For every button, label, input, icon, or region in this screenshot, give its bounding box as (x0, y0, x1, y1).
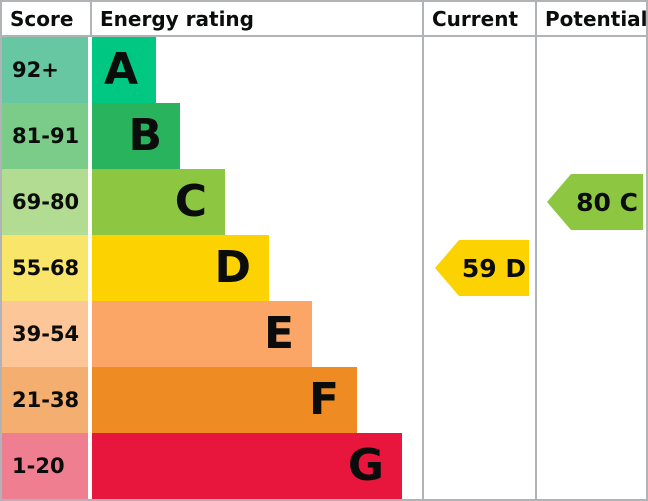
band-row-e: 39-54 E (2, 301, 646, 367)
band-row-d: 55-68 D (2, 235, 646, 301)
potential-column-divider (535, 2, 537, 499)
potential-rating-label: 80 C (576, 187, 638, 217)
band-row-b: 81-91 B (2, 103, 646, 169)
score-range-e: 39-54 (2, 301, 88, 367)
score-range-b: 81-91 (2, 103, 88, 169)
band-bar-f: F (92, 367, 357, 433)
current-column-divider (422, 2, 424, 499)
band-bar-b: B (92, 103, 180, 169)
score-range-g: 1-20 (2, 433, 88, 499)
band-bar-c: C (92, 169, 225, 235)
band-row-f: 21-38 F (2, 367, 646, 433)
band-bar-g: G (92, 433, 402, 499)
header-divider (2, 35, 646, 37)
potential-column-header: Potential (545, 7, 648, 31)
score-column-divider (90, 2, 92, 37)
score-range-a: 92+ (2, 37, 88, 103)
score-column-header: Score (10, 7, 74, 31)
band-bar-a: A (92, 37, 156, 103)
score-range-f: 21-38 (2, 367, 88, 433)
band-bar-e: E (92, 301, 312, 367)
band-row-c: 69-80 C (2, 169, 646, 235)
current-column-header: Current (432, 7, 519, 31)
band-row-g: 1-20 G (2, 433, 646, 499)
band-bar-d: D (92, 235, 269, 301)
score-range-c: 69-80 (2, 169, 88, 235)
energy-rating-column-header: Energy rating (100, 7, 254, 31)
score-range-d: 55-68 (2, 235, 88, 301)
current-rating-label: 59 D (461, 253, 527, 283)
band-row-a: 92+ A (2, 37, 646, 103)
